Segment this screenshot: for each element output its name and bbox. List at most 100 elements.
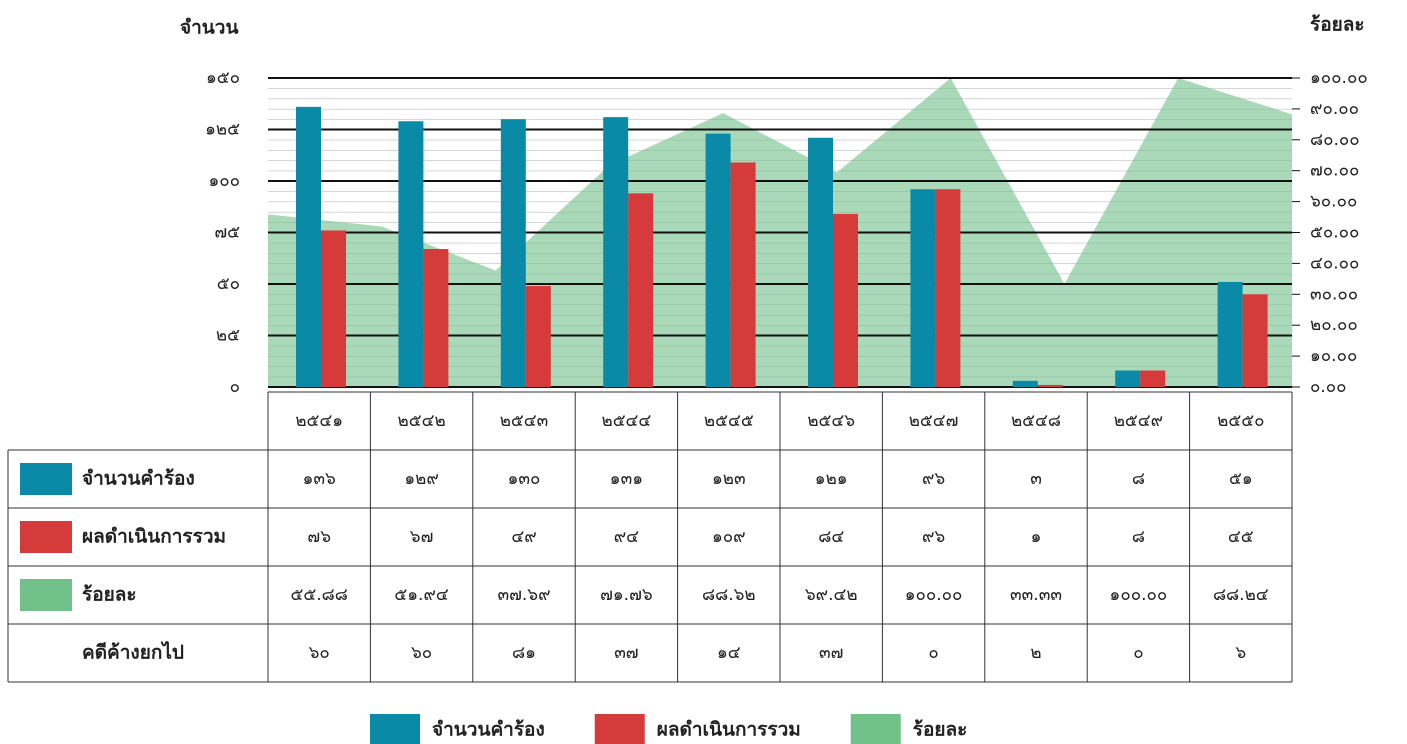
bar: [1012, 380, 1038, 387]
y2-tick-label: ๐.๐๐: [1310, 377, 1347, 397]
table-swatch: [20, 521, 72, 553]
legend-label: ผลดำเนินการรวม: [657, 719, 801, 741]
y2-tick-label: ๓๐.๐๐: [1310, 284, 1358, 304]
table-cell: ๑๓๑: [610, 469, 643, 489]
table-cell: ๓: [1030, 469, 1042, 489]
y2-tick-label: ๕๐.๐๐: [1310, 223, 1359, 243]
bar: [808, 137, 833, 387]
table-cell: ๑๔: [717, 643, 741, 663]
legend-swatch: [370, 714, 420, 744]
x-tick-label: ๒๕๔๒: [398, 411, 446, 431]
table-cell: ๑๓๐: [508, 469, 541, 489]
row-label: ร้อยละ: [82, 584, 137, 606]
row-label: จำนวนคำร้อง: [82, 468, 195, 490]
x-tick-label: ๒๕๔๘: [1011, 411, 1061, 431]
x-tick-label: ๒๕๔๙: [1114, 411, 1163, 431]
bar: [1217, 281, 1243, 387]
bar: [321, 230, 346, 387]
table-cell: ๖๐: [411, 643, 432, 663]
table-cell: ๑: [1031, 527, 1042, 547]
table-cell: ๑๒๙: [404, 469, 438, 489]
y-tick-label: ๑๒๕: [205, 120, 240, 140]
legend-label: ร้อยละ: [913, 719, 968, 741]
table-cell: ๘: [1132, 469, 1145, 489]
table-cell: ๘๑: [512, 643, 536, 663]
table-cell: ๘๔: [818, 527, 844, 547]
table-cell: ๑๐๙: [712, 527, 746, 547]
table-cell: ๐: [1133, 643, 1143, 663]
x-tick-label: ๒๕๔๓: [500, 411, 549, 431]
table-cell: ๕๑.๙๔: [394, 585, 449, 605]
table-cell: ๕๑: [1229, 469, 1253, 489]
y-tick-label: ๕๐: [217, 274, 240, 294]
table-cell: ๘๘.๖๒: [702, 585, 756, 605]
table-cell: ๕๕.๘๘: [291, 585, 348, 605]
table-cell: ๑๐๐.๐๐: [905, 585, 963, 605]
x-tick-label: ๒๕๔๑: [295, 411, 343, 431]
x-tick-label: ๒๕๔๔: [601, 411, 651, 431]
table-cell: ๗๖: [307, 527, 331, 547]
bar: [910, 189, 936, 387]
y2-tick-label: ๑๐๐.๐๐: [1310, 68, 1368, 88]
table-cell: ๑๓๖: [303, 469, 336, 489]
legend-label: จำนวนคำร้อง: [432, 719, 545, 741]
table-cell: ๘๘.๒๔: [1213, 585, 1269, 605]
table-cell: ๑๐๐.๐๐: [1110, 585, 1168, 605]
table-cell: ๑๒๓: [712, 469, 746, 489]
x-tick-label: ๒๕๕๐: [1217, 411, 1264, 431]
y2-tick-label: ๒๐.๐๐: [1310, 315, 1358, 335]
row-label: ผลดำเนินการรวม: [82, 526, 226, 548]
bar: [705, 133, 731, 387]
bar: [628, 193, 654, 387]
row-label: คดีค้างยกไป: [82, 641, 184, 664]
y2-tick-label: ๙๐.๐๐: [1310, 99, 1359, 119]
y-tick-label: ๐: [230, 377, 240, 397]
x-tick-label: ๒๕๔๕: [704, 411, 754, 431]
y2-tick-label: ๗๐.๐๐: [1310, 161, 1359, 181]
bar: [833, 213, 858, 387]
table-cell: ๑๒๑: [815, 469, 848, 489]
table-cell: ๖๙.๔๒: [805, 585, 858, 605]
y-axis-title: จำนวน: [180, 17, 238, 39]
table-cell: ๓๗: [614, 643, 638, 663]
legend-swatch: [850, 714, 901, 744]
bar: [1242, 294, 1268, 387]
bar: [603, 117, 629, 387]
bar: [398, 121, 424, 387]
bar: [730, 162, 756, 387]
y-tick-label: ๗๕: [214, 223, 240, 243]
bar: [1115, 370, 1141, 387]
y2-tick-label: ๘๐.๐๐: [1310, 130, 1360, 150]
table-cell: ๙๔: [614, 527, 639, 547]
table-cell: ๖๗: [410, 527, 434, 547]
y2-tick-label: ๖๐.๐๐: [1310, 192, 1357, 212]
table-cell: ๗๑.๗๖: [600, 585, 653, 605]
table-cell: ๖๐: [309, 643, 330, 663]
table-swatch: [20, 463, 72, 495]
table-cell: ๓๓.๓๓: [1010, 585, 1062, 605]
table-cell: ๓๗.๖๙: [497, 585, 550, 605]
bar: [500, 119, 526, 387]
table-swatch: [20, 579, 72, 611]
table-cell: ๘: [1132, 527, 1145, 547]
bar: [935, 189, 961, 387]
y-tick-label: ๒๕: [216, 326, 240, 346]
table-cell: ๔๕: [1228, 527, 1254, 547]
table-cell: ๙๖: [922, 469, 945, 489]
x-tick-label: ๒๕๔๗: [909, 411, 959, 431]
bar: [1140, 370, 1166, 387]
y-tick-label: ๑๐๐: [208, 171, 240, 191]
bar: [525, 286, 551, 387]
table-cell: ๙๖: [922, 527, 945, 547]
x-tick-label: ๒๕๔๖: [807, 411, 855, 431]
y-tick-label: ๑๕๐: [206, 68, 240, 88]
y2-axis-title: ร้อยละ: [1310, 14, 1365, 36]
y2-tick-label: ๑๐.๐๐: [1310, 346, 1357, 366]
table-cell: ๐: [928, 643, 938, 663]
table-cell: ๖: [1235, 643, 1246, 663]
table-cell: ๒: [1030, 643, 1041, 663]
bar: [296, 106, 321, 387]
y2-tick-label: ๔๐.๐๐: [1310, 253, 1359, 273]
bar: [423, 248, 449, 387]
